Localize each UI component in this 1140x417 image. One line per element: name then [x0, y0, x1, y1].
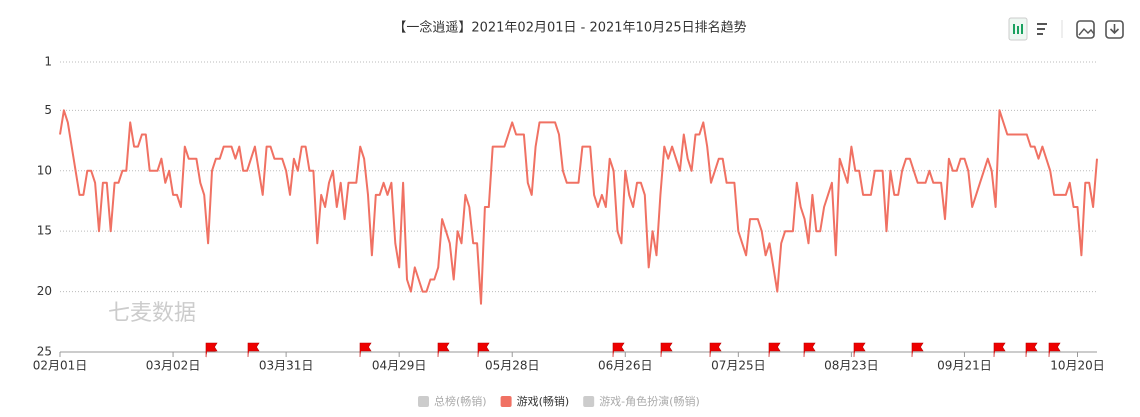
- download-button[interactable]: [1105, 20, 1124, 39]
- x-tick-label: 06月26日: [598, 359, 653, 373]
- x-tick-label: 08月23日: [824, 359, 879, 373]
- event-flag: [853, 342, 866, 357]
- chart-title: 【一念逍遥】2021年02月01日 - 2021年10月25日排名趋势: [393, 20, 746, 36]
- y-tick-label: 10: [37, 163, 52, 177]
- event-flag: [911, 342, 924, 357]
- event-flag: [612, 342, 625, 357]
- legend-label: 总榜(畅销): [434, 394, 487, 408]
- event-flag: [1048, 342, 1061, 357]
- event-flag: [660, 342, 673, 357]
- bar-icon: [1013, 24, 1023, 34]
- line-series: [59, 109, 1098, 305]
- x-tick-label: 10月20日: [1050, 359, 1105, 373]
- x-tick-label: 04月29日: [372, 359, 427, 373]
- event-flag: [1025, 342, 1038, 357]
- toolbar[interactable]: [1008, 17, 1124, 41]
- event-flag: [803, 342, 816, 357]
- download-icon: [1109, 24, 1120, 35]
- legend-swatch: [583, 396, 595, 407]
- image-icon: [1078, 27, 1095, 36]
- x-tick-label: 09月21日: [937, 359, 992, 373]
- event-flag: [205, 342, 218, 357]
- x-tick-label: 03月31日: [259, 359, 314, 373]
- legend-label: 游戏(畅销): [517, 394, 570, 408]
- legend-label: 游戏-角色扮演(畅销): [599, 394, 700, 408]
- legend-swatch: [418, 396, 429, 407]
- event-flag: [993, 342, 1006, 357]
- y-tick-label: 5: [44, 103, 52, 117]
- y-tick-label: 20: [37, 284, 52, 298]
- x-tick-label: 03月02日: [146, 359, 201, 373]
- event-flag: [768, 342, 781, 357]
- y-tick-label: 25: [37, 345, 52, 359]
- event-flag: [359, 342, 372, 357]
- y-tick-label: 1: [44, 55, 52, 69]
- event-flag: [437, 342, 450, 357]
- legend-swatch: [500, 396, 512, 407]
- watermark: 七麦数据: [108, 301, 196, 326]
- image-button[interactable]: [1076, 20, 1095, 39]
- x-tick-label: 02月01日: [33, 359, 88, 373]
- list-icon[interactable]: [1037, 23, 1047, 35]
- event-flag: [709, 342, 722, 357]
- y-tick-label: 15: [37, 224, 52, 238]
- x-tick-label: 05月28日: [485, 359, 540, 373]
- event-flag: [247, 342, 260, 357]
- event-flag: [477, 342, 490, 357]
- x-tick-label: 07月25日: [711, 359, 766, 373]
